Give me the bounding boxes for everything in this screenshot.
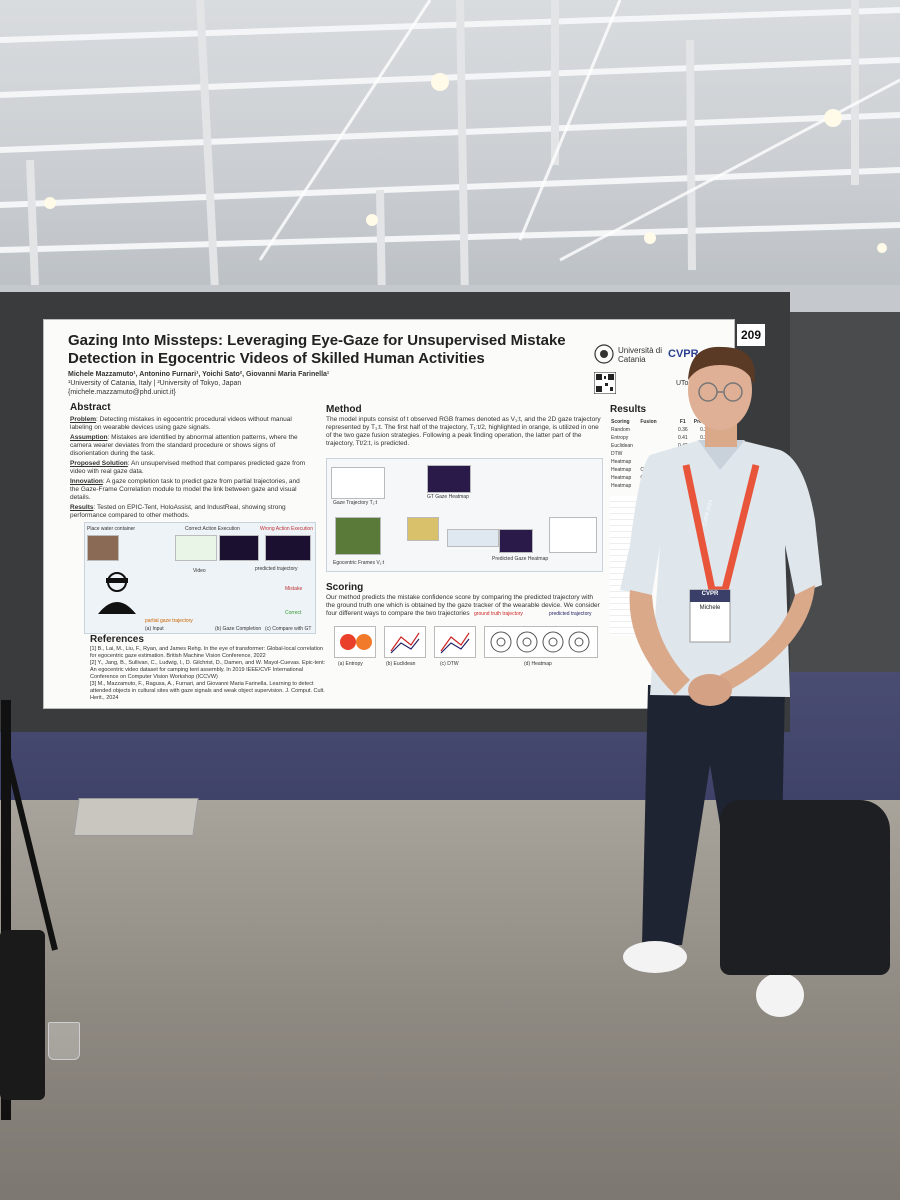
abstract-item: Proposed Solution: An unsupervised metho… [70,460,306,475]
abstract-item: Innovation: A gaze completion task to pr… [70,478,300,501]
scoring-panel [434,626,476,658]
module-block [407,517,439,541]
easel-stand [0,700,58,1120]
fig-thumb [265,535,311,561]
abstract-body: Problem: Detecting mistakes in egocentri… [70,416,310,520]
reference-item: [1] B., Lai, M., Liu, F., Ryan, and Jame… [90,646,323,659]
results-cell: 0.36 [677,427,688,433]
unict-logo: Università di Catania [618,346,663,364]
fig-label: Video [193,568,206,574]
gt-heatmap-thumb [427,465,471,493]
fig-label: Wrong Action Execution [260,526,313,532]
results-cell: DTW [611,451,623,457]
reference-item: [2] Y., Jang, B., Sullivan, C., Ludwig, … [90,660,326,680]
scoring-heading: Scoring [326,582,364,593]
fig-thumb [219,535,259,561]
abstract-heading: Abstract [70,402,111,413]
scoring-label: (a) Entropy [338,661,363,667]
gaze-trajectory-thumb [331,467,385,499]
unict-seal-icon [594,344,614,364]
fig-thumb [87,535,119,561]
results-cell: Heatmap [611,483,632,489]
references-list: [1] B., Lai, M., Liu, F., Ryan, and Jame… [90,646,330,702]
fig-label: partial gaze trajectory [145,618,193,624]
references-heading: References [90,634,144,645]
cvpr-logo: CVPR [668,348,699,360]
results-cell: Random [611,427,630,433]
col-header: Scoring [611,419,630,425]
results-row: Entropy 0.41 0.27 [610,434,720,442]
qr-code-icon [594,372,616,394]
results-cell: Heatmap [611,475,632,481]
results-cell: Euclidean [611,443,633,449]
col-header: Fusion [640,419,657,425]
fig-label: Place water container [87,526,136,532]
fig-label: predicted trajectory [255,566,298,572]
fig-label: Predicted Gaze Heatmap [492,556,549,562]
scoring-label: (d) Heatmap [524,661,552,667]
col-header: F1 [679,419,686,425]
scoring-panel [484,626,598,658]
module-block [447,529,499,547]
scoring-text: Our method predicts the mistake confiden… [326,594,600,617]
results-cell: Heatmap [611,467,632,473]
email: {michele.mazzamuto@phd.unict.it} [68,389,176,396]
abstract-item: Results: Tested on EPIC-Tent, HoloAssist… [70,504,286,519]
authors: Michele Mazzamuto¹, Antonino Furnari¹, Y… [68,371,330,378]
egocentric-frames-thumb [335,517,381,555]
entropy-icon [340,634,372,650]
dtw-icon [440,632,470,654]
results-cell: 0.27 [700,435,710,441]
output-trajectory-thumb [549,517,597,553]
results-cell: Heatmap [611,459,632,465]
poster-authors: Michele Mazzamuto¹, Antonino Furnari¹, Y… [68,370,588,397]
reference-item: [3] M., Mazzamuto, F., Ragusa, A., Furna… [90,681,325,701]
plastic-cup [48,1022,80,1060]
poster-title: Gazing Into Missteps: Leveraging Eye-Gaz… [68,332,566,367]
badge-name: Michele [699,605,721,611]
abstract-item: Problem: Detecting mistakes in egocentri… [70,416,292,431]
results-heading: Results [610,404,647,415]
pred-heatmap-thumb [499,529,533,553]
legend-pred: predicted trajectory [549,611,592,617]
fig-label: Correct [285,610,302,616]
fig-label: Mistake [285,586,303,592]
fig-label: (c) Compare with GT [265,626,312,632]
fig-label: Correct Action Execution [185,526,240,532]
fig-thumb [175,535,217,561]
method-figure: Gaze Trajectory T₁:t GT Gaze Heatmap Ego… [326,458,603,572]
ceiling [0,0,900,310]
camera-wearer-icon [98,572,136,614]
board-number: 209 [737,324,765,346]
backpack [720,800,890,975]
utokyo-logo: UTokyo [676,380,700,387]
abstract-item: Assumption: Mistakes are identified by a… [70,434,298,457]
method-text: The model inputs consist of t observed R… [326,416,601,447]
scoring-panel [334,626,376,658]
floor-sign [73,798,199,836]
fig-label: Gaze Trajectory T₁:t [333,500,378,506]
fig-label: Egocentric Frames V₁:t [333,560,385,566]
results-row: Random 0.36 0.29 [610,426,720,434]
ceiling-truss [0,0,900,301]
fig-label: (a) Input [145,626,164,632]
affiliations: ¹University of Catania, Italy | ²Univers… [68,380,242,387]
poster: Gazing Into Missteps: Leveraging Eye-Gaz… [44,320,734,708]
results-cell: Entropy [611,435,629,441]
fig-label: GT Gaze Heatmap [427,494,469,500]
heatmap-icon [490,631,590,653]
results-cell: 0.41 [677,435,688,441]
fig-label: (b) Gaze Completion [215,626,262,632]
badge-event: CVPR [701,591,719,597]
scoring-label: (b) Euclidean [386,661,416,667]
results-cell: 0.29 [700,427,710,433]
euclidean-icon [390,632,420,654]
legend-gt: ground truth trajectory [474,611,523,617]
method-heading: Method [326,404,362,415]
scoring-panel [384,626,426,658]
scoring-label: (c) DTW [440,661,459,667]
